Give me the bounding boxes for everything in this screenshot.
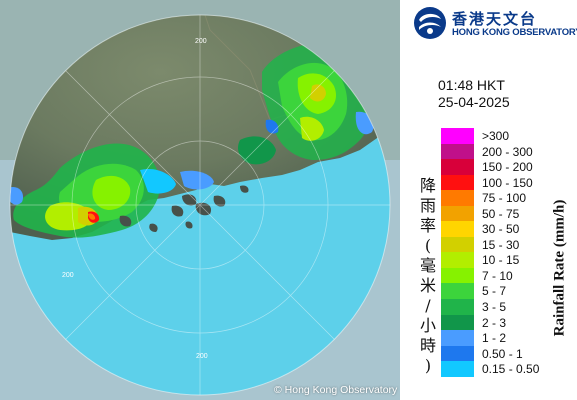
- legend-label: 75 - 100: [482, 191, 527, 206]
- legend-label: 200 - 300: [482, 144, 533, 159]
- islands: [119, 185, 249, 232]
- legend-label: 30 - 50: [482, 222, 520, 237]
- legend-label: 3 - 5: [482, 300, 507, 315]
- ring-label-top: 200: [195, 38, 207, 45]
- legend-label: 7 - 10: [482, 268, 513, 283]
- legend-label: 0.15 - 0.50: [482, 362, 540, 377]
- legend-swatch: [441, 252, 474, 268]
- hko-emblem-icon: [414, 7, 446, 39]
- legend-label: 5 - 7: [482, 284, 507, 299]
- brand-name-en: HONG KONG OBSERVATORY: [452, 27, 577, 38]
- legend-label: >300: [482, 129, 510, 143]
- ring-label-bottom: 200: [196, 353, 208, 360]
- range-rings: [10, 15, 390, 395]
- observation-time: 01:48 HKT: [438, 77, 505, 93]
- radar-map-svg: 200 200 200: [0, 0, 400, 400]
- legend-swatch: [441, 299, 474, 315]
- legend-title-en: Rainfall Rate (mm/h): [551, 199, 568, 337]
- legend-swatch: [441, 205, 474, 222]
- legend-swatch: [441, 221, 474, 237]
- legend-swatch: [441, 190, 474, 206]
- legend-label: 10 - 15: [482, 253, 520, 268]
- hko-logo: 香港天文台 HONG KONG OBSERVATORY: [413, 6, 577, 40]
- legend-label: 100 - 150: [482, 175, 533, 190]
- ring-label-left: 200: [62, 272, 74, 279]
- legend-label: 50 - 75: [482, 206, 520, 221]
- legend-label: 2 - 3: [482, 315, 507, 330]
- legend-swatch: [441, 236, 474, 253]
- legend-swatch: [441, 267, 474, 284]
- observation-date: 25-04-2025: [438, 94, 510, 110]
- legend-swatch: [441, 143, 474, 160]
- legend-swatch: [441, 174, 474, 191]
- copyright-notice: © Hong Kong Observatory: [274, 384, 398, 396]
- legend-label: 150 - 200: [482, 160, 533, 175]
- legend-label: 15 - 30: [482, 237, 520, 252]
- outer-range-ring: [9, 14, 391, 396]
- legend-swatch: [441, 345, 474, 362]
- radar-map[interactable]: 200 200 200 © Hong Kong Observatory: [0, 0, 400, 400]
- legend-title-zh: 降 雨 率 ( 毫 米 / 小 時 ): [419, 176, 436, 375]
- rain-echo-west: [10, 143, 214, 238]
- legend-swatch: [441, 314, 474, 331]
- legend-swatch: [441, 128, 474, 144]
- legend-swatch: [441, 159, 474, 175]
- legend-swatch: [441, 361, 474, 377]
- brand-name-zh: 香港天文台: [452, 10, 538, 28]
- legend-label: 1 - 2: [482, 331, 507, 346]
- legend-label: 0.50 - 1: [482, 346, 523, 361]
- side-panel: 香港天文台 HONG KONG OBSERVATORY 01:48 HKT 25…: [400, 0, 577, 400]
- legend-swatch: [441, 283, 474, 300]
- legend-swatch: [441, 330, 474, 346]
